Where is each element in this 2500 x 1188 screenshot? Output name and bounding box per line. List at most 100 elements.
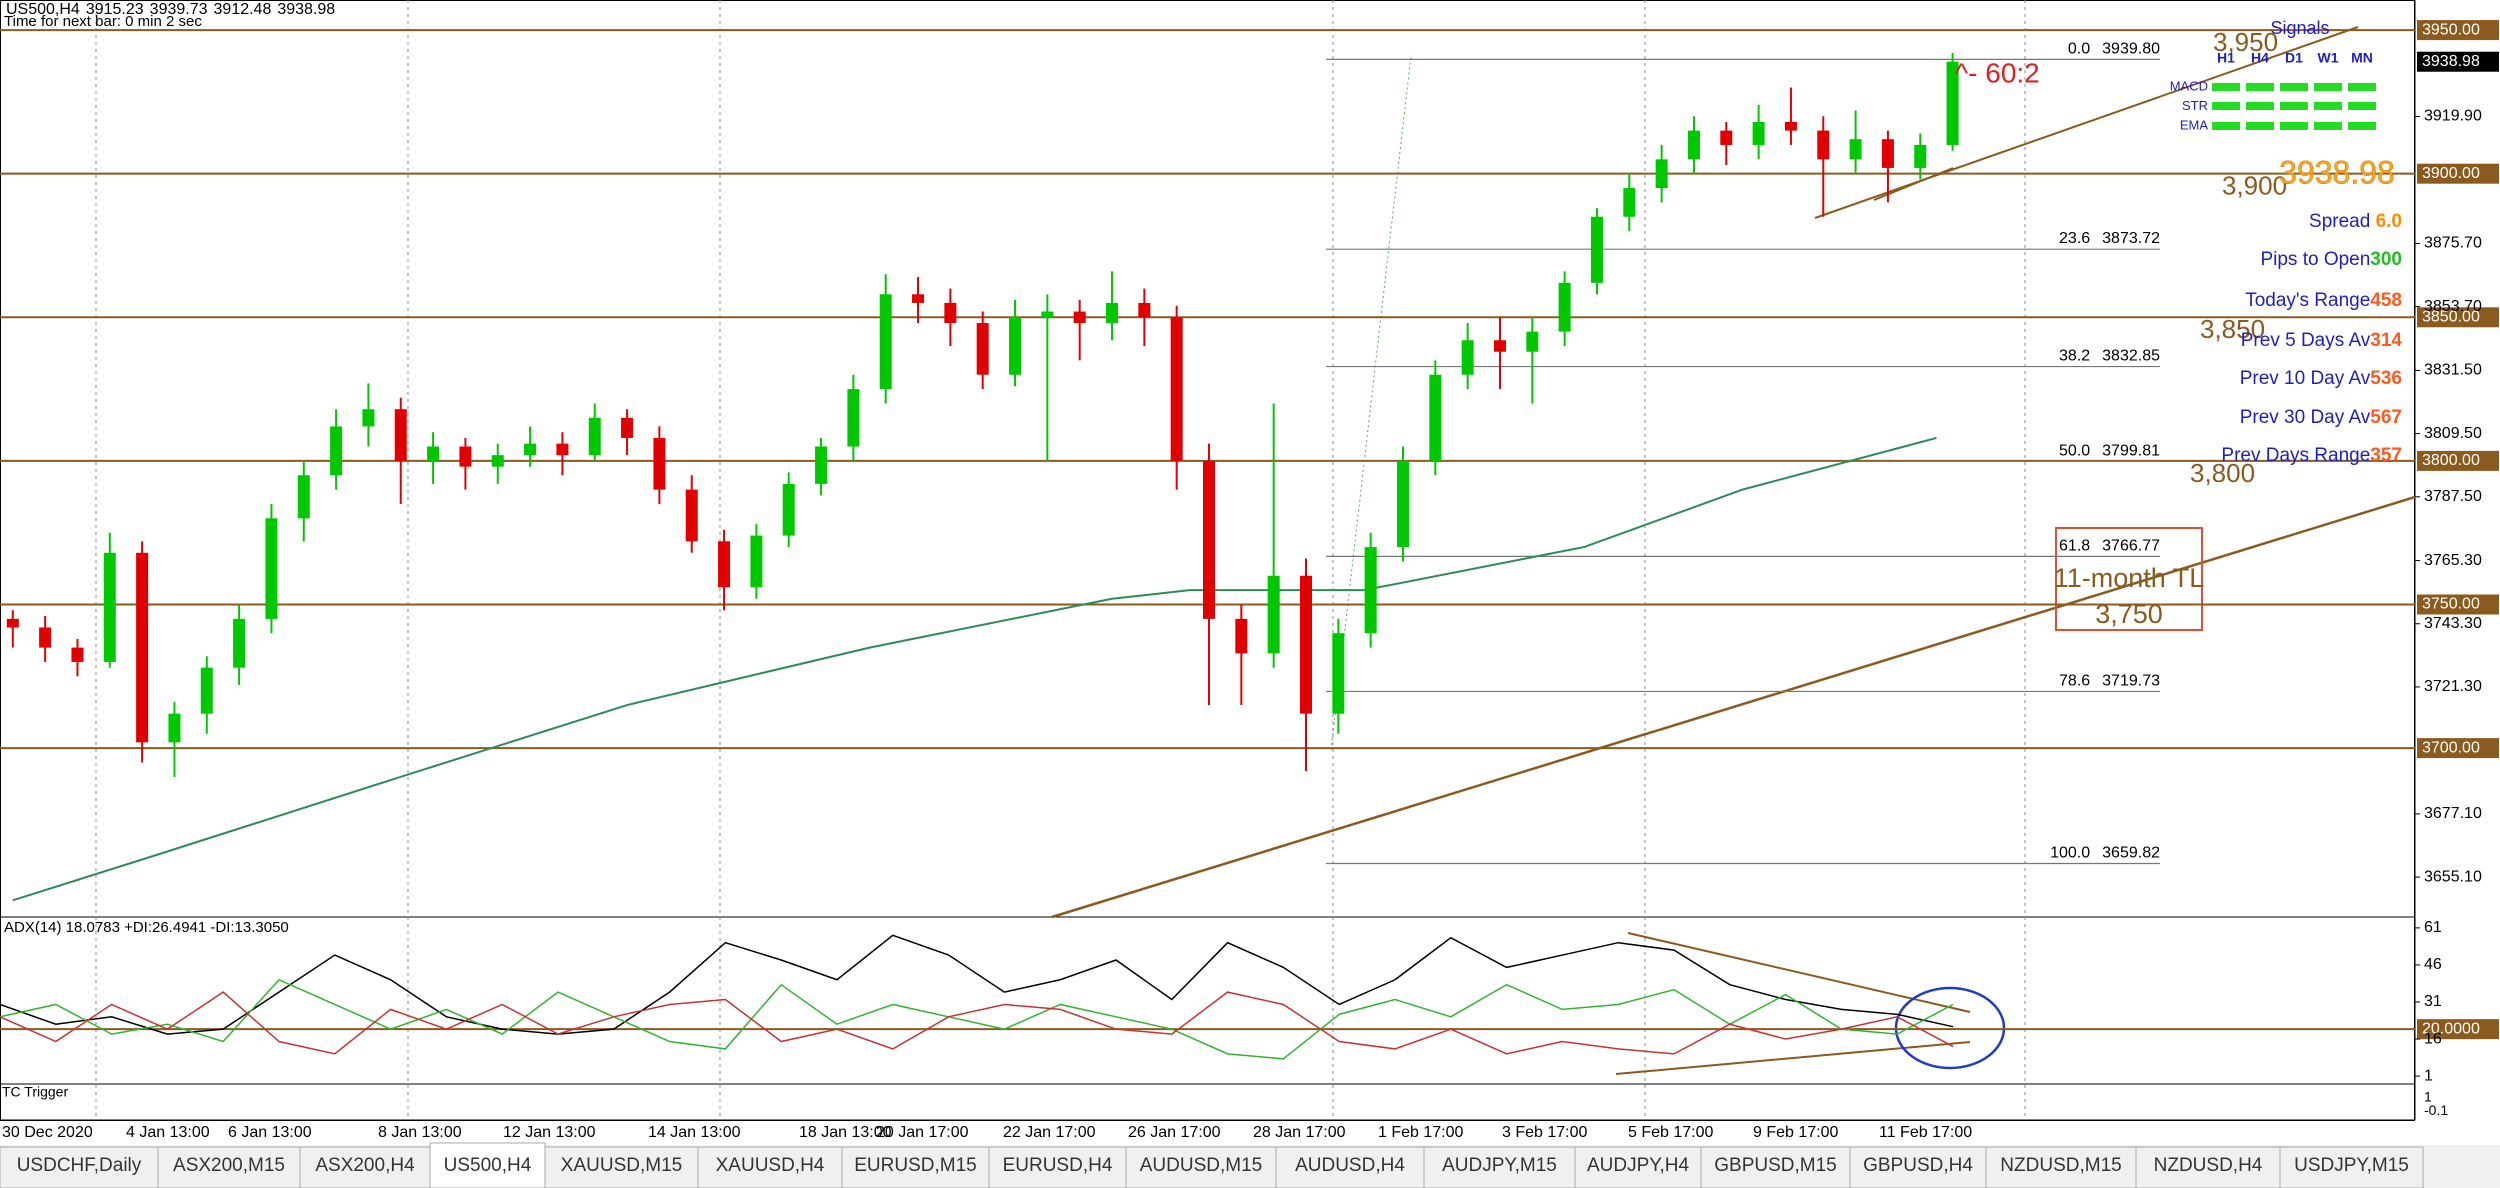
stat: Spread 6.0 <box>2309 211 2402 232</box>
y-tick-label: 3721.30 <box>2424 678 2482 695</box>
candle-body <box>427 446 440 461</box>
y-tick-label: 3853.70 <box>2424 298 2482 315</box>
tab-label[interactable]: AUDJPY,M15 <box>1442 1155 1557 1176</box>
tab-label[interactable]: AUDUSD,H4 <box>1295 1155 1405 1176</box>
fib-label: 23.6 3873.72 <box>2059 230 2160 247</box>
tab[interactable] <box>988 1146 1127 1188</box>
candle-body <box>1041 311 1054 318</box>
candle-body <box>1300 575 1312 714</box>
tab[interactable] <box>1423 1146 1576 1188</box>
x-tick-label: 18 Jan 13:00 <box>799 1124 892 1141</box>
price-display: 3938.98 <box>2279 154 2395 190</box>
stat-label: Prev Days Range <box>2221 445 2370 466</box>
tab[interactable] <box>1700 1146 1851 1188</box>
stat-value: 567 <box>2370 407 2402 428</box>
x-tick-label: 8 Jan 13:00 <box>378 1124 462 1141</box>
candle-body <box>1106 302 1119 324</box>
tab-label[interactable]: US500,H4 <box>444 1155 532 1176</box>
fib-price: 3719.73 <box>2102 673 2160 690</box>
tab[interactable] <box>1125 1146 1277 1188</box>
annotation-box <box>2055 527 2203 631</box>
y-tick-label: 3765.30 <box>2424 552 2482 569</box>
candle-body <box>524 443 537 456</box>
tab-label[interactable]: ASX200,M15 <box>173 1155 285 1176</box>
signals-title: Signals <box>2270 18 2329 38</box>
fib-label: 38.2 3832.85 <box>2059 348 2160 365</box>
tab-label[interactable]: AUDJPY,H4 <box>1587 1155 1690 1176</box>
level-label: 3950.00 <box>2422 21 2480 38</box>
adx-tick-label: 46 <box>2424 956 2442 973</box>
timeframe-label: MN <box>2351 50 2373 66</box>
candle-body <box>265 518 278 619</box>
adx-tick-label: 1 <box>2424 1067 2433 1084</box>
tab-label[interactable]: AUDUSD,M15 <box>1140 1155 1262 1176</box>
stat-value: 357 <box>2370 445 2402 466</box>
fib-anchor-line <box>1330 55 1412 751</box>
tab-label[interactable]: ASX200,H4 <box>315 1155 415 1176</box>
tab[interactable] <box>1275 1146 1425 1188</box>
stat-label: Today's Range <box>2245 290 2370 311</box>
candle-body <box>1332 633 1345 714</box>
fib-level: 38.2 <box>2059 348 2090 365</box>
fib-price: 3873.72 <box>2102 230 2160 247</box>
round-number-label: 3,950 <box>2213 27 2278 57</box>
stat-value: 6.0 <box>2376 211 2402 232</box>
candle-body <box>1493 340 1506 352</box>
current-price-label: 3938.98 <box>2422 53 2480 70</box>
stat: Prev Days Range357 <box>2221 445 2402 466</box>
level-label: 3700.00 <box>2422 739 2480 756</box>
stat-label: Prev 10 Day Av <box>2240 368 2371 389</box>
fib-price: 3799.81 <box>2102 443 2160 460</box>
x-tick-label: 28 Jan 17:00 <box>1253 1124 1346 1141</box>
stat-label: Prev 30 Day Av <box>2240 407 2371 428</box>
candle-body <box>1203 460 1216 619</box>
tab[interactable] <box>1985 1146 2137 1188</box>
trend-line <box>1051 495 2416 919</box>
tab-label[interactable]: XAUUSD,H4 <box>716 1155 825 1176</box>
fib-price: 3939.80 <box>2102 41 2160 58</box>
candle-body <box>1914 144 1927 168</box>
timer: Time for next bar: 0 min 2 sec <box>4 13 202 30</box>
candle-body <box>1817 130 1830 160</box>
tab-label[interactable]: NZDUSD,H4 <box>2154 1155 2263 1176</box>
candle-body <box>815 446 828 484</box>
tab[interactable] <box>2279 1146 2424 1188</box>
level-label: 3900.00 <box>2422 165 2480 182</box>
candle-body <box>394 409 407 461</box>
adx-tick-label: 31 <box>2424 993 2442 1010</box>
candle-body <box>233 618 246 668</box>
tab-label[interactable]: EURUSD,M15 <box>854 1155 976 1176</box>
candle-body <box>750 535 763 588</box>
candle-body <box>653 437 666 490</box>
tab[interactable] <box>2135 1146 2281 1188</box>
fib-label: 78.6 3719.73 <box>2059 673 2160 690</box>
candle-body <box>1946 61 1959 145</box>
level-label: 3750.00 <box>2422 596 2480 613</box>
fib-level: 23.6 <box>2059 230 2090 247</box>
fib-price: 3766.77 <box>2102 538 2160 555</box>
tab-label[interactable]: XAUUSD,M15 <box>561 1155 682 1176</box>
tab[interactable] <box>841 1146 990 1188</box>
stat: Pips to Open300 <box>2260 249 2402 270</box>
tab-label[interactable]: NZDUSD,M15 <box>2000 1155 2121 1176</box>
candle-body <box>168 713 181 743</box>
tab[interactable] <box>544 1146 699 1188</box>
tab[interactable] <box>0 1146 159 1188</box>
candle-body <box>912 294 925 303</box>
tab-label[interactable]: USDJPY,M15 <box>2294 1155 2409 1176</box>
candle-body <box>1752 121 1765 145</box>
candle-body <box>1655 159 1668 189</box>
tab-label[interactable]: GBPUSD,H4 <box>1863 1155 1973 1176</box>
candle-body <box>1396 460 1409 548</box>
tab-label[interactable]: USDCHF,Daily <box>17 1155 142 1176</box>
level-label-box <box>2417 594 2499 615</box>
tab-label[interactable]: EURUSD,H4 <box>1003 1155 1113 1176</box>
x-tick-label: 26 Jan 17:00 <box>1128 1124 1221 1141</box>
tab[interactable] <box>697 1146 843 1188</box>
tab[interactable] <box>429 1142 546 1188</box>
fib-price: 3659.82 <box>2102 845 2160 862</box>
adx-title: ADX(14) 18.0783 +DI:26.4941 -DI:13.3050 <box>4 919 289 936</box>
tab-label[interactable]: GBPUSD,M15 <box>1714 1155 1836 1176</box>
candle-body <box>71 647 84 662</box>
